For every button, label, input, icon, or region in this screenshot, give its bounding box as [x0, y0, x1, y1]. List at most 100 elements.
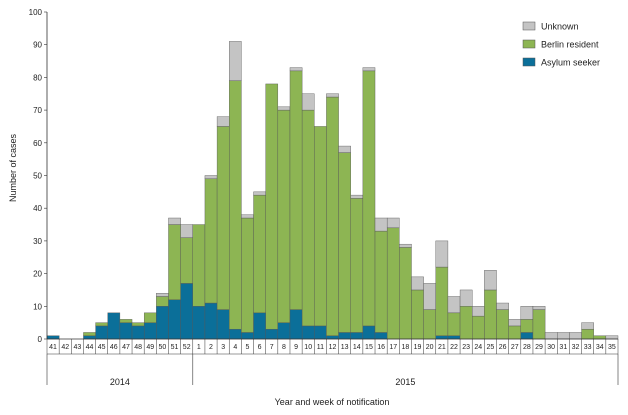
y-tick-label: 20 — [33, 270, 42, 279]
x-tick-label-week-21: 21 — [438, 344, 446, 351]
bar-unknown-week-16 — [374, 217, 388, 232]
x-tick-label-week-9: 9 — [294, 344, 298, 351]
x-tick-label-week-5: 5 — [246, 344, 250, 351]
legend-swatch-unknown — [522, 21, 536, 31]
bar-berlin-resident-week-48 — [131, 322, 145, 327]
x-tick-label-week-30: 30 — [547, 344, 555, 351]
y-tick-label: 40 — [33, 204, 42, 213]
bar-berlin-resident-week-3 — [216, 126, 230, 310]
x-tick-label-week-52: 52 — [183, 344, 191, 351]
bar-berlin-resident-week-13 — [338, 152, 351, 333]
bar-unknown-week-33 — [581, 322, 594, 330]
bar-asylum-seeker-week-3 — [216, 309, 230, 340]
bar-asylum-seeker-week-50 — [156, 306, 169, 340]
bar-asylum-seeker-week-44 — [83, 335, 96, 340]
bar-unknown-week-22 — [447, 296, 461, 314]
bar-berlin-resident-week-24 — [472, 315, 485, 340]
bar-asylum-seeker-week-1 — [192, 306, 206, 340]
bar-berlin-resident-week-7 — [265, 83, 279, 330]
bar-berlin-resident-week-4 — [229, 80, 242, 330]
bar-berlin-resident-week-15 — [362, 70, 376, 327]
y-tick-label: 80 — [33, 73, 42, 82]
bar-berlin-resident-week-21 — [435, 266, 449, 336]
bar-berlin-resident-week-10 — [301, 109, 315, 327]
x-tick-label-week-23: 23 — [462, 344, 470, 351]
x-tick-label-week-49: 49 — [146, 344, 154, 351]
x-tick-label-week-47: 47 — [122, 344, 130, 351]
bar-asylum-seeker-week-2 — [204, 302, 218, 340]
bar-unknown-week-32 — [569, 332, 582, 340]
x-tick-label-week-10: 10 — [304, 344, 312, 351]
bar-asylum-seeker-week-21 — [435, 335, 449, 340]
x-tick-label-week-28: 28 — [523, 344, 531, 351]
bar-asylum-seeker-week-5 — [241, 332, 254, 340]
bar-berlin-resident-week-23 — [459, 306, 473, 340]
x-tick-label-week-41: 41 — [49, 344, 57, 351]
bar-unknown-week-2 — [204, 175, 218, 179]
x-tick-label-week-11: 11 — [317, 344, 324, 351]
bar-unknown-week-6 — [253, 191, 266, 196]
bar-asylum-seeker-week-6 — [253, 312, 266, 340]
x-tick-label-week-33: 33 — [584, 344, 592, 351]
bar-asylum-seeker-week-12 — [326, 335, 339, 340]
bar-asylum-seeker-week-49 — [143, 322, 157, 340]
bar-asylum-seeker-week-9 — [289, 309, 303, 340]
bar-unknown-week-15 — [362, 67, 376, 72]
bar-asylum-seeker-week-15 — [362, 325, 376, 340]
x-tick-label-week-2: 2 — [209, 344, 213, 351]
bar-unknown-week-27 — [508, 319, 522, 327]
x-tick-label-week-19: 19 — [414, 344, 422, 351]
bar-asylum-seeker-week-4 — [229, 328, 242, 340]
bar-unknown-week-18 — [399, 243, 412, 248]
bar-berlin-resident-week-49 — [143, 312, 157, 323]
bar-berlin-resident-week-27 — [508, 325, 522, 340]
bar-asylum-seeker-week-14 — [350, 332, 364, 340]
x-tick-label-week-29: 29 — [535, 344, 543, 351]
bar-berlin-resident-week-25 — [484, 289, 497, 340]
bar-unknown-week-35 — [605, 335, 619, 340]
bar-berlin-resident-week-2 — [204, 178, 218, 304]
x-tick-label-week-15: 15 — [365, 344, 373, 351]
bar-berlin-resident-week-17 — [386, 227, 400, 340]
x-tick-label-week-31: 31 — [559, 344, 567, 351]
bar-berlin-resident-week-16 — [374, 230, 388, 333]
x-tick-label-week-17: 17 — [389, 344, 397, 351]
bar-asylum-seeker-week-52 — [180, 283, 193, 340]
x-tick-label-week-34: 34 — [596, 344, 604, 351]
bar-berlin-resident-week-9 — [289, 70, 303, 310]
y-tick-label: 70 — [33, 106, 42, 115]
bar-unknown-week-17 — [386, 217, 400, 229]
x-axis-title: Year and week of notification — [275, 397, 390, 407]
legend-label-unknown: Unknown — [541, 22, 579, 32]
bar-berlin-resident-week-29 — [532, 309, 546, 340]
x-tick-label-week-20: 20 — [426, 344, 434, 351]
x-tick-label-week-22: 22 — [450, 344, 458, 351]
bar-unknown-week-52 — [180, 224, 193, 238]
bar-berlin-resident-week-52 — [180, 237, 193, 284]
bar-unknown-week-20 — [423, 283, 436, 310]
bar-unknown-week-25 — [484, 270, 497, 291]
bar-berlin-resident-week-34 — [593, 335, 607, 340]
bar-berlin-resident-week-1 — [192, 224, 206, 307]
bar-asylum-seeker-week-22 — [447, 335, 461, 340]
bar-asylum-seeker-week-7 — [265, 328, 279, 340]
bar-berlin-resident-week-47 — [119, 319, 133, 323]
bar-berlin-resident-week-20 — [423, 309, 436, 340]
bar-berlin-resident-week-26 — [496, 309, 509, 340]
x-tick-label-week-8: 8 — [282, 344, 286, 351]
x-tick-label-week-25: 25 — [487, 344, 495, 351]
legend: Unknown Berlin resident Asylum seeker — [522, 21, 600, 68]
bar-berlin-resident-week-12 — [326, 96, 339, 336]
bar-berlin-resident-week-45 — [95, 322, 108, 327]
bar-berlin-resident-week-6 — [253, 194, 266, 314]
bar-berlin-resident-week-14 — [350, 198, 364, 333]
x-tick-label-week-6: 6 — [258, 344, 262, 351]
x-tick-label-week-12: 12 — [329, 344, 337, 351]
y-axis-title: Number of cases — [8, 133, 18, 202]
bar-unknown-week-31 — [557, 332, 570, 340]
x-tick-label-week-24: 24 — [474, 344, 482, 351]
bar-asylum-seeker-week-10 — [301, 325, 315, 340]
bar-unknown-week-51 — [168, 217, 181, 225]
